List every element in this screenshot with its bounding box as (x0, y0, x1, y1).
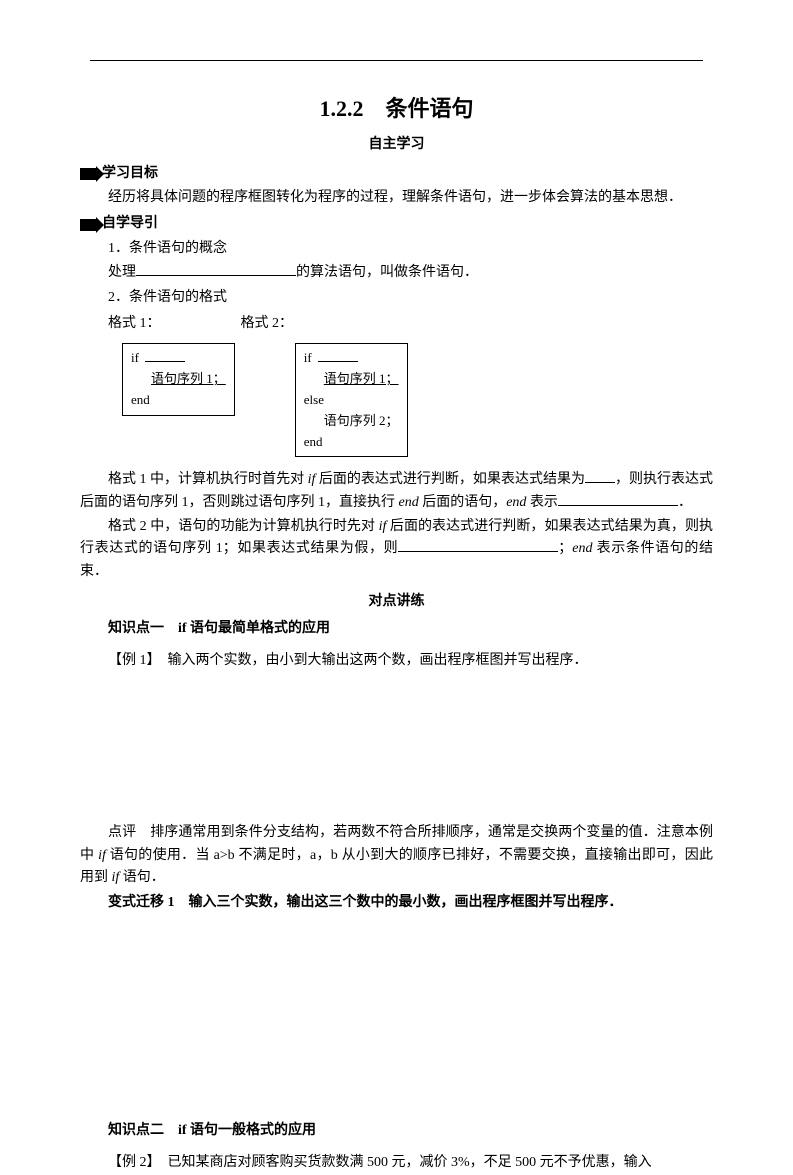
fill-blank (398, 538, 558, 552)
objectives-heading: 学习目标 (102, 163, 158, 185)
diagram1-line3: end (131, 390, 226, 411)
page-subtitle: 自主学习 (80, 134, 713, 156)
rv1-if1: if (98, 848, 106, 863)
gp1-end: end (399, 495, 419, 510)
guide-item1: 1．条件语句的概念 (108, 238, 713, 260)
diagram2-line5: end (304, 432, 399, 453)
page-title: 1.2.2 条件语句 (80, 91, 713, 126)
gp1d: 后面的语句， (419, 495, 507, 510)
guide-item1-b: 的算法语句，叫做条件语句． (296, 265, 478, 280)
gp1a: 格式 1 中，计算机执行时首先对 (108, 472, 308, 487)
fill-blank (136, 262, 296, 276)
guide-heading-row: 自学导引 (80, 213, 713, 235)
diagram1-line1: if (131, 348, 226, 369)
diagram2-line4: 语句序列 2； (304, 411, 399, 432)
variant1: 变式迁移 1 输入三个实数，输出这三个数中的最小数，画出程序框图并写出程序． (80, 892, 713, 914)
example1: 【例 1】 输入两个实数，由小到大输出这两个数，画出程序框图并写出程序． (80, 650, 713, 672)
example2: 【例 2】 已知某商店对顾客购买货款数满 500 元，减价 3%，不足 500 … (80, 1152, 713, 1174)
diagram-blank (145, 349, 185, 362)
arrow-right-icon (80, 219, 98, 231)
diagram1-line2: 语句序列 1； (131, 369, 226, 390)
fill-blank (558, 492, 678, 506)
diagram-format2: if 语句序列 1； else 语句序列 2； end (295, 343, 408, 457)
objectives-text: 经历将具体问题的程序框图转化为程序的过程，理解条件语句，进一步体会算法的基本思想… (80, 187, 713, 209)
gp2-end: end (572, 541, 592, 556)
fill-blank (585, 469, 615, 483)
gp2c: ； (558, 541, 572, 556)
diagram2-line1: if (304, 348, 399, 369)
guide-item1-a: 处理 (108, 265, 136, 280)
diagram1-if: if (131, 348, 139, 369)
diagram-format1: if 语句序列 1； end (122, 343, 235, 415)
review1: 点评 排序通常用到条件分支结构，若两数不符合所排顺序，通常是交换两个变量的值．注… (80, 822, 713, 889)
guide-item2: 2．条件语句的格式 (108, 287, 713, 309)
diagram2-line2: 语句序列 1； (304, 369, 399, 390)
kp1: 知识点一 if 语句最简单格式的应用 (80, 618, 713, 640)
format2-label: 格式 2： (241, 313, 294, 335)
diagram-blank (318, 349, 358, 362)
kp2: 知识点二 if 语句一般格式的应用 (80, 1120, 713, 1142)
guide-para2: 格式 2 中，语句的功能为计算机执行时先对 if 后面的表达式进行判断，如果表达… (80, 516, 713, 583)
guide-heading: 自学导引 (102, 213, 158, 235)
gp1e: 表示 (526, 495, 558, 510)
workspace-blank-1 (80, 682, 713, 822)
diagram2-line3: else (304, 390, 399, 411)
gp1b: 后面的表达式进行判断，如果表达式结果为 (315, 472, 585, 487)
rv1b: 语句的使用．当 a>b 不满足时，a，b 从小到大的顺序已排好，不需要交换，直接… (80, 848, 713, 885)
gp2a: 格式 2 中，语句的功能为计算机执行时先对 (108, 519, 379, 534)
practice-heading: 对点讲练 (80, 591, 713, 613)
rv1c: 语句． (119, 870, 165, 885)
format-labels: 格式 1： 格式 2： (108, 313, 713, 335)
gp1-end2: end (506, 495, 526, 510)
page-top-rule (90, 60, 703, 61)
format-diagrams: if 语句序列 1； end if 语句序列 1； else 语句序列 2； e… (122, 343, 713, 457)
guide-para1: 格式 1 中，计算机执行时首先对 if 后面的表达式进行判断，如果表达式结果为，… (80, 469, 713, 514)
diagram2-if: if (304, 348, 312, 369)
workspace-blank-2 (80, 916, 713, 1116)
format1-label: 格式 1： (108, 313, 161, 335)
guide-item1-fill: 处理 的算法语句，叫做条件语句． (108, 262, 713, 284)
arrow-right-icon (80, 168, 98, 180)
gp1f: ． (678, 495, 692, 510)
objectives-heading-row: 学习目标 (80, 163, 713, 185)
